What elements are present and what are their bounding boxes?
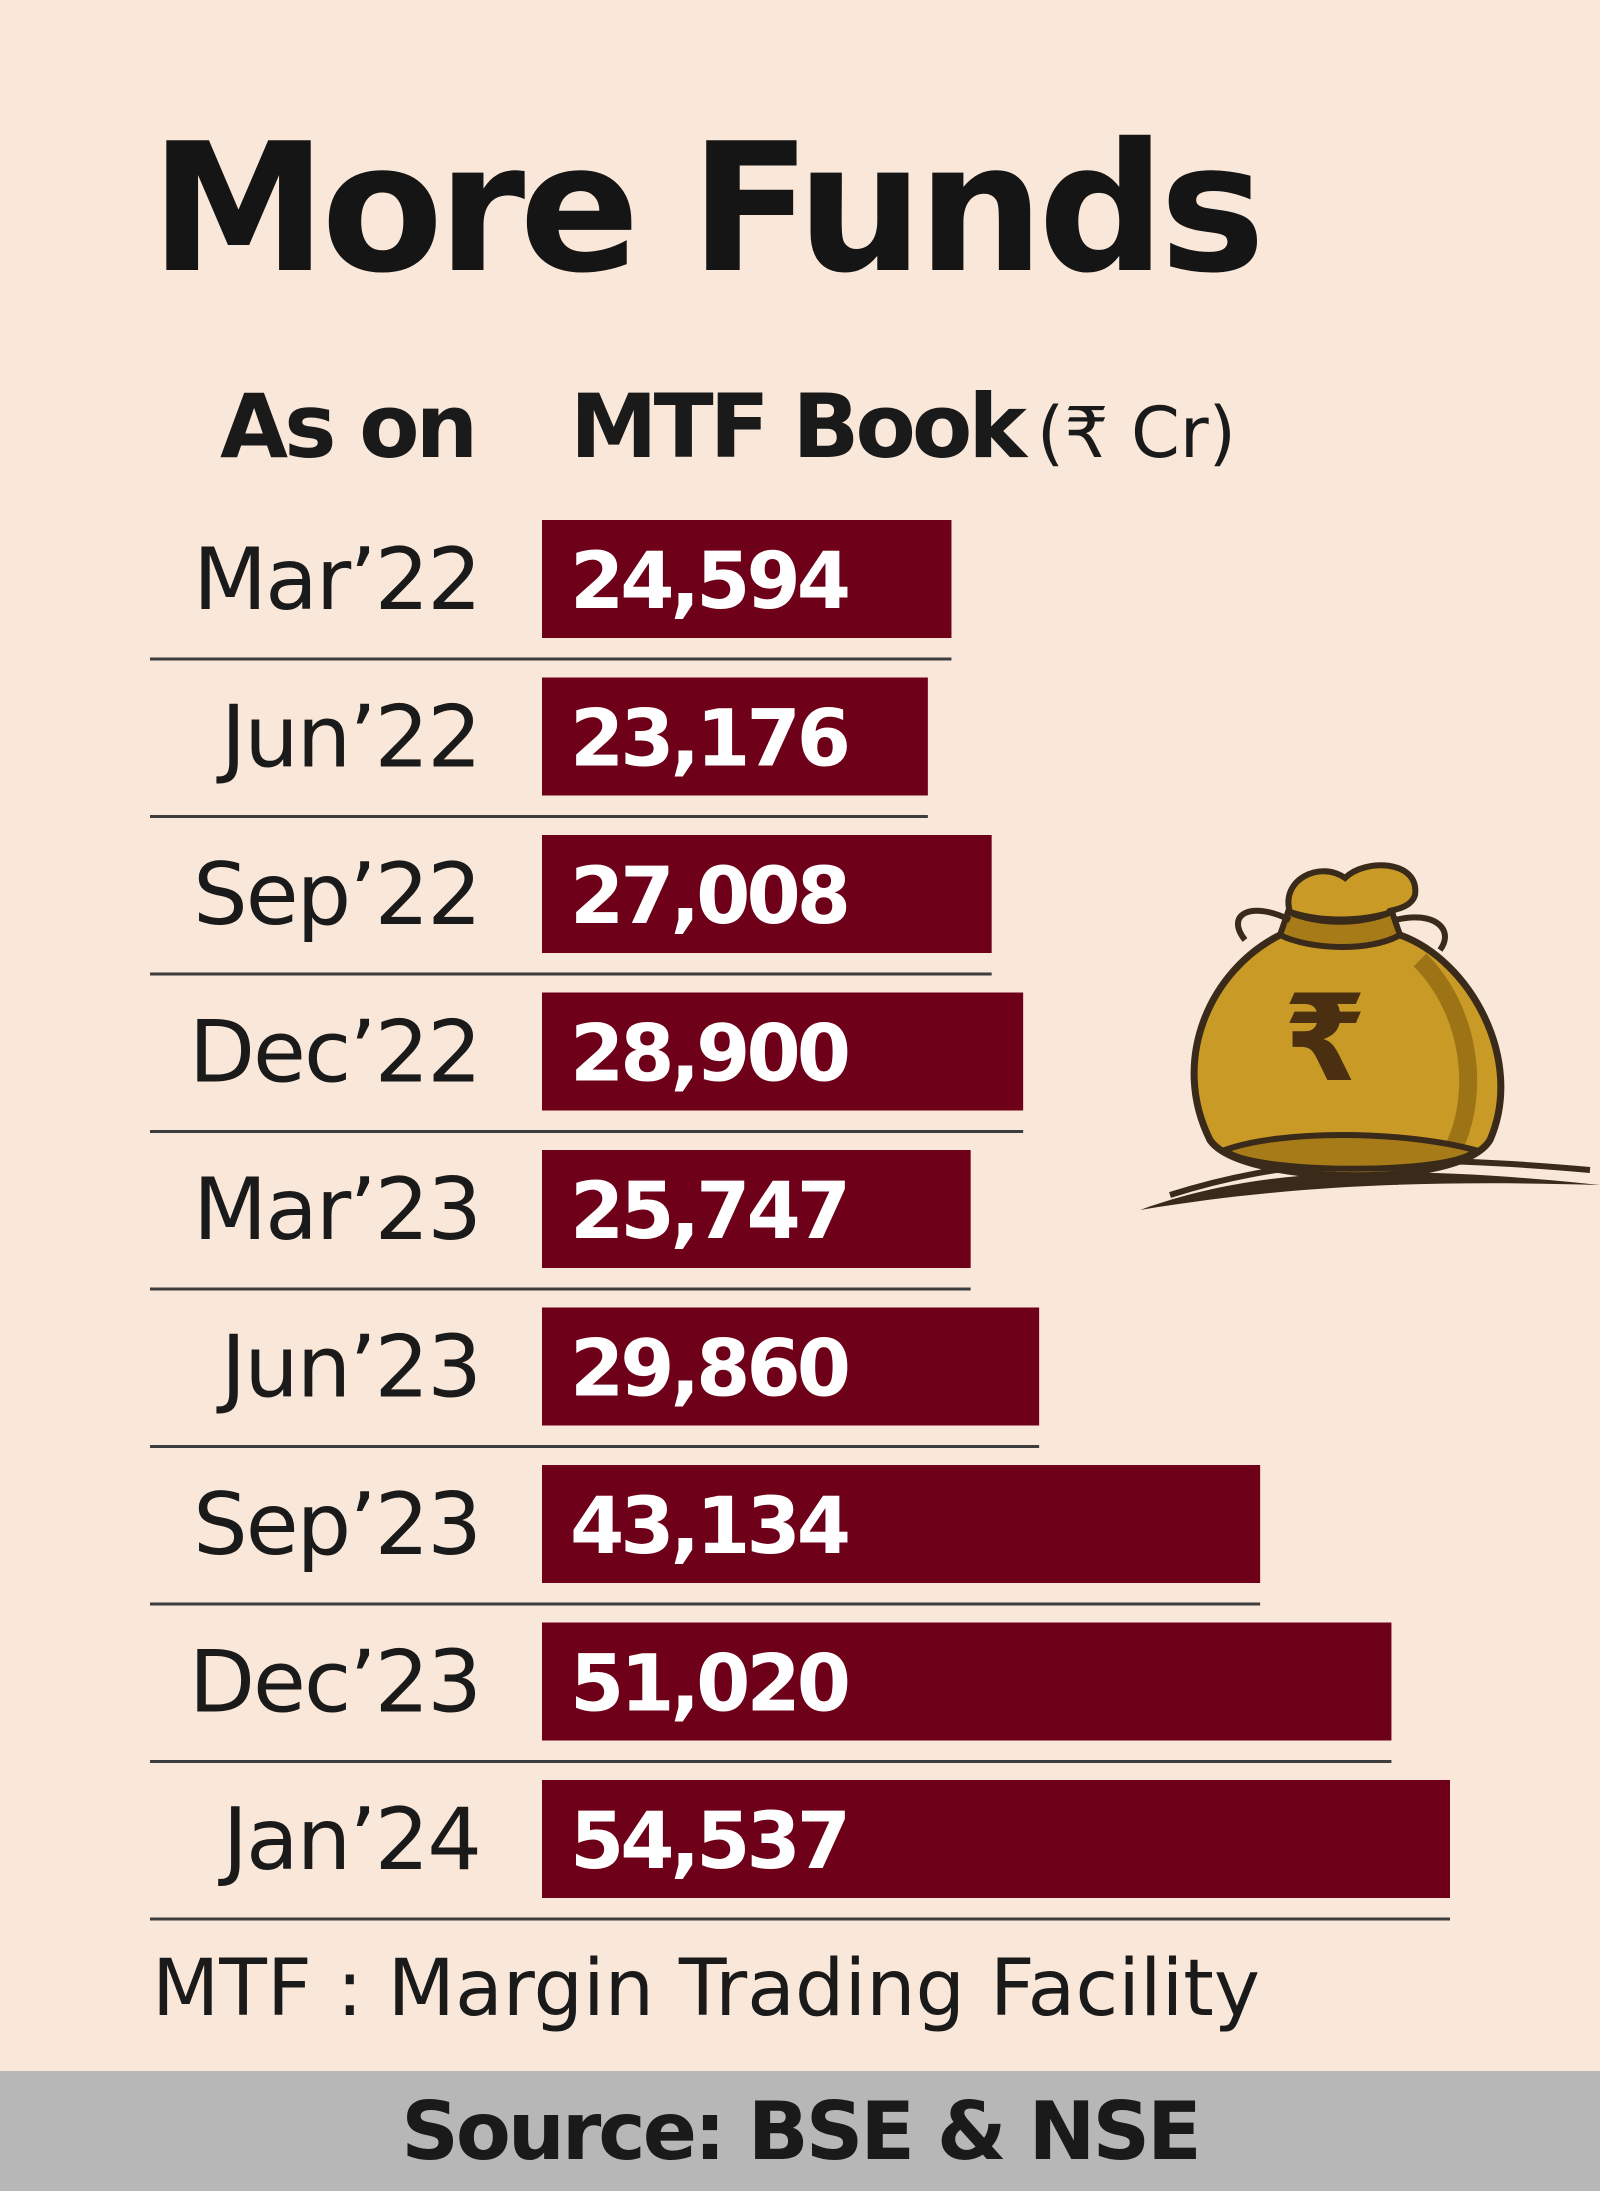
rupee-money-bag-icon: ₹ — [1140, 862, 1600, 1210]
category-label: Jun’22 — [216, 688, 480, 788]
bar-chart: Mar’22 24,594 Jun’22 23,176 Sep’22 27,008 Dec’… — [150, 520, 1450, 1921]
category-label: Jun’23 — [216, 1318, 480, 1418]
value-column-header-label: MTF Book — [570, 375, 1027, 478]
value-label: 43,134 — [570, 1482, 848, 1572]
category-label: Mar’22 — [193, 530, 480, 630]
value-label: 23,176 — [570, 695, 848, 785]
value-column-header: MTF Book (₹ Cr) — [570, 383, 1236, 471]
value-label: 29,860 — [570, 1325, 848, 1415]
bar — [542, 1465, 1261, 1583]
footnote: MTF : Margin Trading Facility — [152, 1944, 1260, 2034]
bar — [542, 1150, 971, 1268]
value-label: 54,537 — [570, 1797, 847, 1887]
bar — [542, 1307, 1040, 1426]
bar — [542, 992, 1024, 1111]
source-bar: Source: BSE & NSE — [0, 2071, 1600, 2191]
category-label: Mar’23 — [193, 1160, 480, 1260]
value-label: 27,008 — [570, 852, 847, 942]
category-column-header: As on — [220, 375, 478, 478]
category-label: Dec’22 — [189, 1003, 480, 1103]
bar — [542, 1780, 1450, 1898]
bar — [542, 677, 928, 796]
rupee-symbol: ₹ — [1283, 970, 1367, 1109]
category-label: Sep’23 — [193, 1475, 480, 1575]
source-text: Source: BSE & NSE — [401, 2084, 1201, 2178]
chart-title: More Funds — [150, 105, 1265, 312]
bar — [542, 835, 992, 953]
bar — [542, 520, 952, 638]
value-unit-label: (₹ Cr) — [1036, 392, 1236, 474]
value-label: 24,594 — [570, 537, 848, 627]
category-label: Jan’24 — [218, 1790, 480, 1890]
category-label: Dec’23 — [189, 1633, 480, 1733]
category-label: Sep’22 — [193, 845, 480, 945]
value-label: 25,747 — [570, 1167, 847, 1257]
value-label: 51,020 — [570, 1640, 848, 1730]
bar — [542, 1622, 1392, 1741]
value-label: 28,900 — [570, 1010, 848, 1100]
